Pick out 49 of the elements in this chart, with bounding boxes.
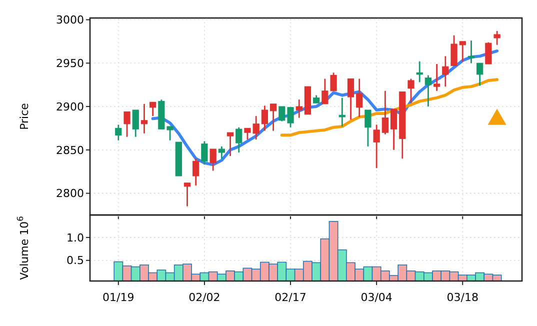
- candlestick: [390, 108, 398, 151]
- candlestick: [338, 97, 346, 128]
- candlestick: [442, 55, 449, 88]
- candlestick: [244, 128, 251, 140]
- candlestick: [252, 115, 260, 140]
- candlestick: [236, 126, 242, 154]
- candlestick: [184, 182, 191, 208]
- y-tick-label: 2950: [56, 56, 84, 70]
- y-tick-label: 2900: [56, 100, 84, 114]
- x-tick-label: 03/18: [446, 291, 478, 304]
- candlestick: [210, 148, 216, 172]
- candlestick: [373, 124, 380, 169]
- candlestick: [140, 103, 148, 134]
- candlestick: [450, 34, 458, 66]
- candlestick: [150, 101, 156, 117]
- x-tick-label: 03/04: [360, 291, 392, 304]
- candlestick: [347, 78, 354, 120]
- candlestick: [261, 104, 268, 132]
- candlestick: [296, 98, 302, 118]
- candlestick: [270, 103, 277, 132]
- y-tick-label: 0.5: [66, 254, 84, 268]
- candlestick: [287, 106, 294, 128]
- candlestick: [485, 42, 492, 65]
- candlestick: [459, 40, 466, 62]
- candlestick: [201, 140, 208, 166]
- y-tick-label: 2800: [56, 187, 84, 200]
- x-tick-label: 02/02: [188, 291, 220, 304]
- candlestick: [424, 74, 432, 108]
- candlestick: [364, 109, 372, 148]
- candlestick: [132, 109, 139, 138]
- candlestick: [218, 146, 225, 160]
- candlestick: [192, 158, 200, 186]
- candlestick: [382, 90, 388, 135]
- y-tick-label: 1.0: [66, 231, 84, 244]
- candlestick: [433, 63, 440, 92]
- candlestick: [408, 78, 414, 104]
- x-tick-label: 01/19: [102, 291, 134, 304]
- candlestick: [124, 111, 130, 138]
- candlestick: [226, 132, 234, 157]
- y-tick-label: 3000: [56, 14, 84, 27]
- candlestick: [476, 62, 484, 86]
- x-tick-label: 02/17: [274, 291, 306, 304]
- candlestick: [356, 78, 363, 118]
- candlestick: [278, 106, 286, 122]
- y-axis-title: Price: [18, 102, 31, 130]
- line-series: [280, 78, 499, 137]
- y-tick-label: 2850: [56, 144, 84, 157]
- candlestick: [115, 124, 122, 142]
- candlestick: [494, 30, 500, 46]
